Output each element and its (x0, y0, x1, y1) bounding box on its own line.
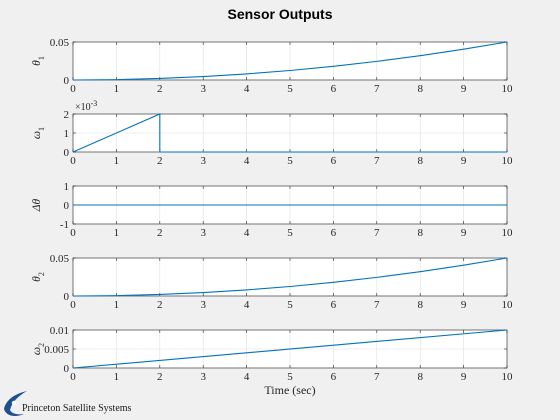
x-tick-label: 1 (114, 371, 120, 383)
x-tick-label: 1 (114, 155, 120, 167)
logo-text: Princeton Satellite Systems (22, 403, 132, 414)
y-tick-label: 0 (64, 200, 70, 212)
y-tick-label: 0.005 (44, 344, 69, 356)
x-tick-label: 2 (157, 371, 163, 383)
logo-dot-icon (11, 400, 17, 406)
y-exponent-label: ×10-3 (75, 99, 97, 113)
y-axis-label: Δθ (31, 198, 43, 212)
series-line (72, 257, 508, 297)
x-tick-label: 2 (157, 299, 163, 311)
y-tick-label: 0 (64, 291, 70, 303)
x-tick-label: 0 (70, 83, 76, 95)
series-line (72, 41, 508, 81)
x-tick-label: 6 (331, 227, 337, 239)
x-tick-label: 1 (114, 83, 120, 95)
x-tick-label: 10 (502, 83, 514, 95)
y-tick-label: 0.05 (50, 37, 70, 49)
subplot-4: 0 1 2 3 4 5 6 7 8 9 10 0 0.05 θ2 (31, 253, 513, 311)
x-tick-label: 1 (114, 227, 120, 239)
y-axis-label: ω1 (31, 127, 46, 139)
subplot-2: 0 1 2 3 4 5 6 7 8 9 10 0 1 2 ×10-3 ω1 (31, 99, 513, 167)
y-tick-label: 2 (64, 109, 70, 121)
x-tick-label: 10 (502, 299, 514, 311)
x-tick-label: 5 (287, 155, 293, 167)
x-tick-label: 7 (374, 299, 380, 311)
y-tick-label: 0 (64, 363, 70, 375)
x-tick-label: 4 (244, 155, 250, 167)
x-tick-label: 5 (287, 227, 293, 239)
x-tick-label: 8 (417, 155, 423, 167)
x-tick-label: 4 (244, 299, 250, 311)
x-tick-label: 3 (200, 155, 206, 167)
x-tick-label: 3 (200, 83, 206, 95)
x-tick-label: 0 (70, 299, 76, 311)
x-tick-label: 9 (461, 155, 467, 167)
x-tick-label: 8 (417, 299, 423, 311)
series-line (72, 113, 507, 153)
figure-title: Sensor Outputs (227, 6, 332, 22)
x-tick-label: 8 (417, 227, 423, 239)
x-tick-label: 9 (461, 227, 467, 239)
x-tick-label: 7 (374, 227, 380, 239)
y-tick-label: 0 (64, 147, 70, 159)
x-tick-label: 6 (331, 299, 337, 311)
x-tick-label: 7 (374, 155, 380, 167)
x-tick-label: 5 (287, 83, 293, 95)
company-logo: Princeton Satellite Systems (4, 391, 132, 417)
x-tick-label: 2 (157, 227, 163, 239)
series-line (72, 329, 508, 369)
y-tick-label: -1 (60, 219, 69, 231)
x-tick-label: 5 (287, 299, 293, 311)
x-tick-label: 10 (502, 155, 514, 167)
x-tick-label: 3 (200, 371, 206, 383)
y-tick-label: 0.05 (50, 253, 70, 265)
subplot-1: 0 1 2 3 4 5 6 7 8 9 10 0 0.05 θ1 (31, 37, 513, 95)
x-tick-label: 2 (157, 155, 163, 167)
x-tick-label: 0 (70, 371, 76, 383)
y-tick-label: 0.01 (50, 325, 69, 337)
x-tick-label: 7 (374, 83, 380, 95)
y-tick-label: 1 (64, 181, 70, 193)
y-axis-label: θ1 (31, 56, 46, 66)
x-tick-label: 4 (244, 371, 250, 383)
x-tick-label: 6 (331, 83, 337, 95)
x-tick-label: 9 (461, 371, 467, 383)
logo-swoosh-icon (4, 391, 27, 417)
x-tick-label: 6 (331, 371, 337, 383)
x-tick-label: 5 (287, 371, 293, 383)
x-tick-label: 8 (417, 83, 423, 95)
x-tick-label: 4 (244, 227, 250, 239)
y-tick-label: 0 (64, 75, 70, 87)
x-tick-label: 0 (70, 227, 76, 239)
x-tick-label: 3 (200, 227, 206, 239)
x-tick-label: 0 (70, 155, 76, 167)
x-axis-label: Time (sec) (264, 383, 315, 397)
x-tick-label: 1 (114, 299, 120, 311)
y-axis-label: θ2 (31, 272, 46, 282)
x-tick-label: 7 (374, 371, 380, 383)
x-tick-label: 8 (417, 371, 423, 383)
x-tick-label: 10 (502, 371, 514, 383)
x-tick-label: 9 (461, 83, 467, 95)
y-tick-label: 1 (64, 128, 70, 140)
x-tick-label: 3 (200, 299, 206, 311)
x-tick-label: 4 (244, 83, 250, 95)
x-tick-label: 2 (157, 83, 163, 95)
x-tick-label: 9 (461, 299, 467, 311)
x-tick-label: 6 (331, 155, 337, 167)
x-tick-label: 10 (502, 227, 514, 239)
